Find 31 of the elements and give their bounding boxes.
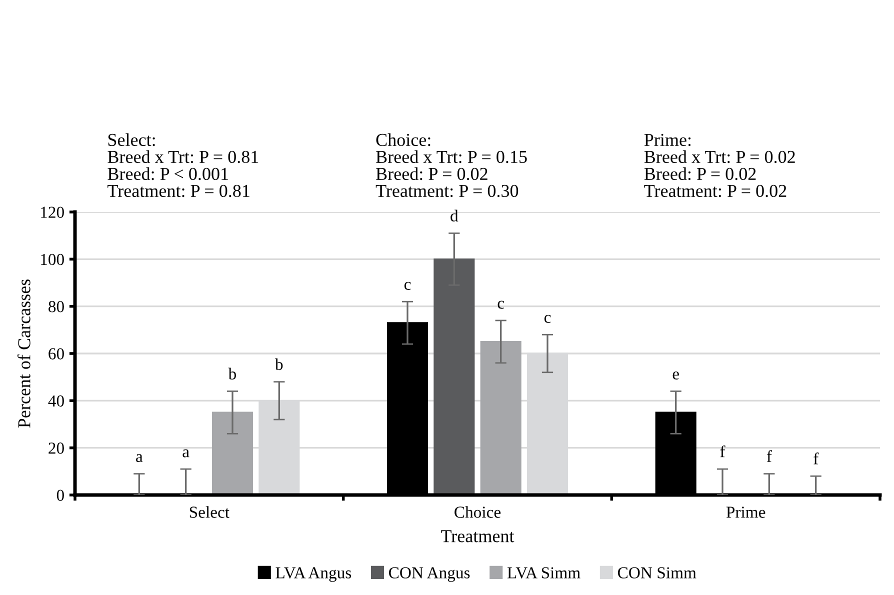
y-tick-label: 120 <box>41 206 64 218</box>
y-tick-label: 100 <box>41 254 64 266</box>
data-label: b <box>228 368 236 380</box>
data-label: c <box>404 282 411 290</box>
legend-label: CON Angus <box>389 567 470 582</box>
y-tick-label: 20 <box>48 442 64 454</box>
text: Choice: Breed x Trt: P = 0.15 Breed: P = 0.02 Treatment: P = 0.30 <box>376 133 527 198</box>
data-label: e <box>672 371 679 380</box>
legend-label: LVA Angus <box>276 567 352 582</box>
text: Select: Breed x Trt: P = 0.81 Breed: P < 0.001 Treatment: P = 0.81 <box>108 133 258 198</box>
legend-label: LVA Simm <box>507 567 580 579</box>
y-tick-label: 80 <box>48 301 64 312</box>
y-tick-label: 40 <box>48 395 64 407</box>
data-label: c <box>544 314 551 323</box>
data-label: f <box>766 450 772 462</box>
data-label: c <box>498 300 504 309</box>
y-axis-title: Percent of Carcasses <box>17 279 30 428</box>
y-tick-label: 60 <box>48 348 64 360</box>
data-label: a <box>136 454 143 462</box>
data-label: f <box>814 452 819 464</box>
legend-label: CON Simm <box>618 567 696 578</box>
text: Prime: Breed x Trt: P = 0.02 Breed: P = 0.02 Treatment: P = 0.02 <box>644 134 795 198</box>
x-tick-label: Select <box>190 506 230 518</box>
data-label: b <box>275 358 283 370</box>
data-label: a <box>182 449 190 458</box>
x-tick-label: Prime <box>726 506 766 518</box>
y-tick-label: 0 <box>56 490 64 501</box>
x-axis-title: Treatment <box>441 530 514 542</box>
data-label: f <box>720 445 726 458</box>
data-label: d <box>450 210 458 222</box>
x-tick-label: Choice <box>454 506 501 518</box>
